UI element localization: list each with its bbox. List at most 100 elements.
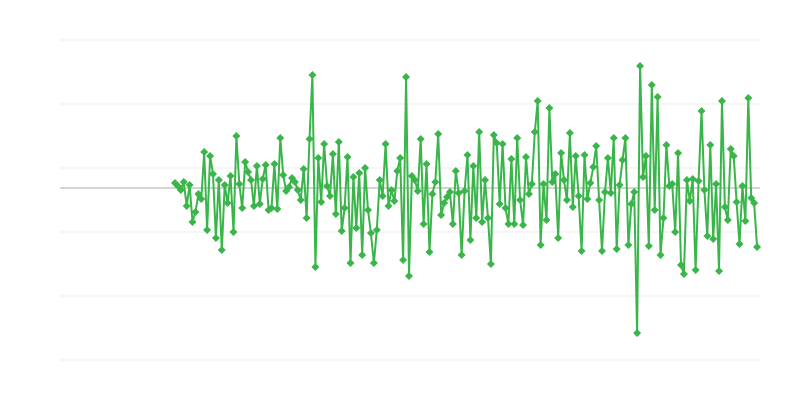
data-point [378,192,387,200]
data-point [270,160,279,168]
series-path [174,65,759,334]
data-point [612,245,621,253]
data-point [565,129,574,137]
data-point [560,176,569,184]
data-point [627,200,636,208]
data-point [440,199,449,207]
data-point [729,152,738,160]
data-point [229,228,238,236]
data-point [527,180,536,188]
data-point [478,218,487,226]
data-point [448,220,457,228]
data-point [653,93,662,101]
data-point [214,176,223,184]
data-point [457,251,466,259]
data-point [390,197,399,205]
data-point [273,205,282,213]
data-point [662,141,671,149]
data-point [510,220,519,228]
data-point [466,236,475,244]
data-point [188,218,197,226]
data-point [618,156,627,164]
data-point [191,208,200,216]
data-point [668,180,677,188]
data-point [571,152,580,160]
data-point [542,216,551,224]
data-point [404,272,413,280]
data-point [606,189,615,197]
data-point [735,240,744,248]
data-point [530,128,539,136]
data-point [574,192,583,200]
data-point [720,203,729,211]
data-point [238,204,247,212]
data-point [533,97,542,105]
data-point [220,181,229,189]
data-point [507,155,516,163]
data-point [519,221,528,229]
data-point [308,71,317,79]
data-point [302,214,311,222]
data-point [445,188,454,196]
data-point [545,104,554,112]
data-point [422,160,431,168]
data-point [712,180,721,188]
data-point [483,214,492,222]
data-point [410,176,419,184]
data-point [580,151,589,159]
data-point [650,206,659,214]
data-point [741,217,750,225]
data-point [659,214,668,222]
series-line [174,65,759,334]
data-point [513,134,522,142]
data-point [200,148,209,156]
data-point [320,140,329,148]
data-point [498,140,507,148]
data-point [296,196,305,204]
data-point [492,139,501,147]
data-point [226,172,235,180]
data-point [197,195,206,203]
data-point [495,200,504,208]
data-point [656,251,665,259]
data-point [428,190,437,198]
data-point [279,171,288,179]
data-point [738,182,747,190]
data-point [472,214,481,222]
data-point [516,196,525,204]
data-point [589,163,598,171]
data-point [252,162,261,170]
data-point [337,227,346,235]
data-point [311,263,320,271]
data-point [598,247,607,255]
data-point [621,134,630,142]
data-point [475,128,484,136]
data-point [700,186,709,194]
data-point [285,183,294,191]
data-point [434,130,443,138]
data-point [182,202,191,210]
data-point [387,186,396,194]
data-point [317,198,326,206]
data-point [369,259,378,267]
data-point [346,259,355,267]
data-point [325,192,334,200]
data-point [323,182,332,190]
data-point [211,234,220,242]
data-point [451,167,460,175]
gridlines [60,39,760,361]
data-point [366,229,375,237]
data-point [536,241,545,249]
data-point [276,134,285,142]
data-point [176,186,185,194]
data-point [489,131,498,139]
data-point [551,170,560,178]
data-point [419,220,428,228]
data-point [671,228,680,236]
data-point [217,246,226,254]
data-point [343,153,352,161]
data-point [261,161,270,169]
data-point [185,181,194,189]
data-point [753,243,762,251]
